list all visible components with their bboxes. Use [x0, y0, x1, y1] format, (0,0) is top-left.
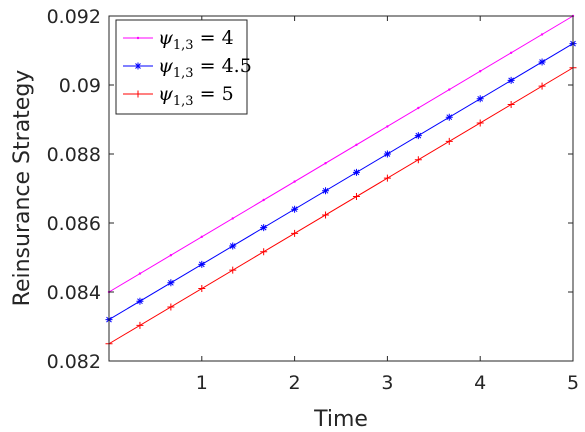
x-tick-label: 1 [196, 372, 208, 394]
x-tick-label: 4 [474, 372, 486, 394]
series-marker [509, 51, 513, 54]
series-marker [445, 113, 453, 121]
series-marker [507, 76, 515, 84]
series-marker [538, 82, 546, 90]
legend-label: ψ1,3 = 4.5 [158, 55, 252, 81]
series-marker [229, 242, 237, 250]
series-marker [383, 174, 391, 182]
series-marker [540, 33, 544, 36]
series-marker [538, 58, 546, 66]
series-marker [198, 285, 206, 293]
series-marker [352, 168, 360, 176]
legend-marker [134, 62, 142, 70]
series-marker [229, 266, 237, 274]
axes-box [108, 15, 574, 362]
series-marker [136, 321, 144, 329]
legend-label-main: ψ [158, 55, 174, 77]
series-line [108, 15, 574, 293]
series-marker [414, 156, 422, 164]
series-marker [198, 260, 206, 268]
series-marker [448, 88, 451, 91]
series-line [108, 43, 574, 321]
x-axis-title: Time [313, 407, 368, 432]
series-1 [107, 14, 575, 294]
series-marker [167, 303, 175, 311]
legend-label-sub: 1,3 [173, 94, 194, 109]
series-marker [293, 180, 296, 183]
series-3 [105, 64, 577, 348]
series-marker [291, 205, 299, 213]
legend-label: ψ1,3 = 4 [158, 27, 234, 53]
series-marker [352, 193, 360, 201]
series-marker [417, 106, 420, 110]
series-marker [138, 272, 142, 275]
series-marker [476, 119, 484, 127]
y-tick-label: 0.088 [47, 144, 101, 166]
legend-label: ψ1,3 = 5 [158, 83, 234, 109]
y-tick-label: 0.092 [47, 6, 101, 28]
series-marker [200, 235, 203, 238]
series-marker [167, 279, 175, 287]
legend-entry: ψ1,3 = 4.5 [123, 55, 252, 81]
series-marker [383, 150, 391, 158]
series-marker [386, 125, 389, 128]
series-marker [136, 297, 144, 305]
tick-layer: 1 2 3 4 5 0.082 0.084 0.086 0.088 0.09 0.092 [47, 6, 579, 394]
series-marker [262, 198, 265, 202]
y-tick-label: 0.086 [47, 213, 101, 235]
series-marker [414, 132, 422, 140]
series-marker [322, 187, 330, 195]
y-tick-label: 0.084 [47, 282, 101, 304]
series-marker [322, 211, 330, 219]
series-marker [476, 95, 484, 103]
series-2 [105, 40, 577, 324]
series-marker [169, 254, 173, 257]
legend-label-rest: = 5 [194, 83, 234, 105]
x-tick-label: 2 [289, 372, 301, 394]
y-tick-label: 0.082 [47, 351, 101, 373]
series-line [108, 67, 574, 345]
series-marker [260, 248, 268, 256]
series-marker [260, 224, 268, 232]
legend-marker [134, 90, 142, 98]
series-marker [231, 217, 234, 220]
series-layer [105, 14, 577, 348]
y-tick-label: 0.09 [59, 75, 101, 97]
x-tick-label: 5 [567, 372, 579, 394]
legend-entry: ψ1,3 = 5 [123, 83, 234, 109]
series-marker [324, 162, 327, 165]
legend-label-sub: 1,3 [173, 38, 194, 53]
x-tick-label: 3 [381, 372, 393, 394]
series-marker [355, 143, 358, 146]
legend-label-sub: 1,3 [173, 66, 194, 81]
series-marker [291, 229, 299, 237]
legend-label-rest: = 4 [194, 27, 234, 49]
y-axis-title: Reinsurance Strategy [10, 70, 35, 307]
legend-label-main: ψ [158, 83, 174, 105]
series-marker [479, 70, 482, 73]
series-marker [445, 137, 453, 145]
legend-label-main: ψ [158, 27, 174, 49]
legend-marker [136, 36, 140, 40]
legend-entry: ψ1,3 = 4 [123, 27, 234, 53]
legend-label-rest: = 4.5 [194, 55, 252, 77]
legend: ψ1,3 = 4ψ1,3 = 4.5ψ1,3 = 5 [115, 19, 252, 115]
series-marker [507, 101, 515, 109]
